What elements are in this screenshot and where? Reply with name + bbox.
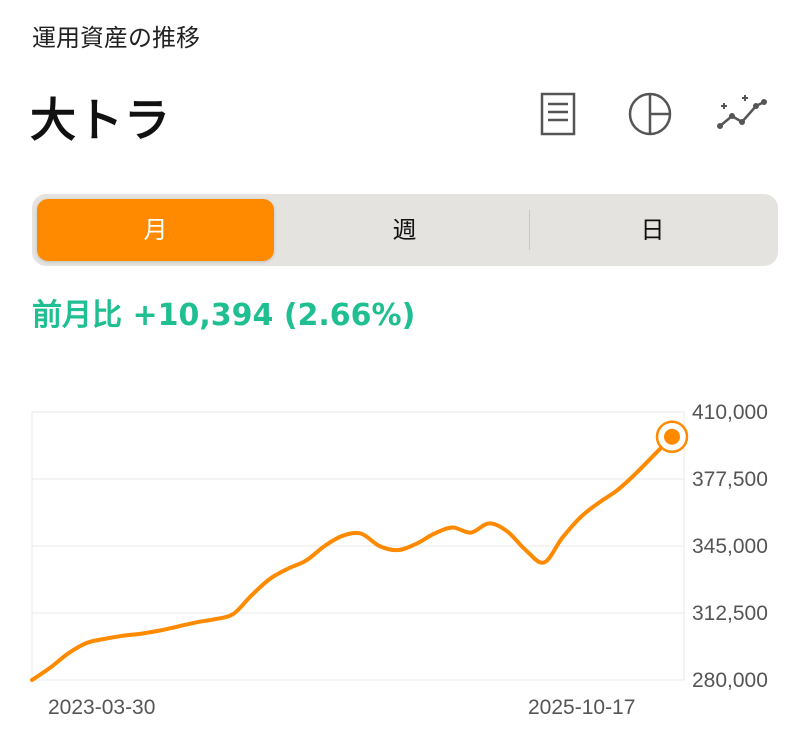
y-tick-label: 410,000	[692, 401, 768, 424]
tab-week[interactable]: 週	[392, 216, 417, 244]
header-label: 運用資産の推移	[32, 24, 200, 52]
y-tick-label: 345,000	[692, 535, 768, 558]
x-start-label: 2023-03-30	[48, 696, 155, 719]
y-tick-label: 377,500	[692, 468, 768, 491]
change-percent: (2.66%)	[283, 298, 416, 333]
page-title: 大トラ	[30, 93, 171, 147]
asset-line-chart: 410,000 377,500 345,000 312,500 280,000 2023-…	[30, 401, 768, 719]
trend-chart-icon[interactable]	[716, 90, 767, 138]
monthly-change: 前月比 +10,394 (2.66%)	[32, 290, 415, 334]
period-segmented-control: 月 週 日	[32, 194, 778, 266]
tab-day[interactable]: 日	[640, 216, 665, 244]
pie-chart-icon[interactable]	[626, 90, 674, 138]
change-amount: +10,394	[132, 298, 274, 333]
x-end-label: 2025-10-17	[528, 696, 635, 719]
y-tick-label: 312,500	[692, 602, 768, 625]
y-tick-label: 280,000	[692, 669, 768, 692]
change-label: 前月比	[32, 298, 122, 333]
document-icon[interactable]	[534, 90, 582, 138]
tab-month[interactable]: 月	[37, 199, 274, 261]
segment-divider	[529, 210, 530, 250]
last-point-dot	[664, 428, 680, 445]
series-line	[30, 434, 674, 682]
